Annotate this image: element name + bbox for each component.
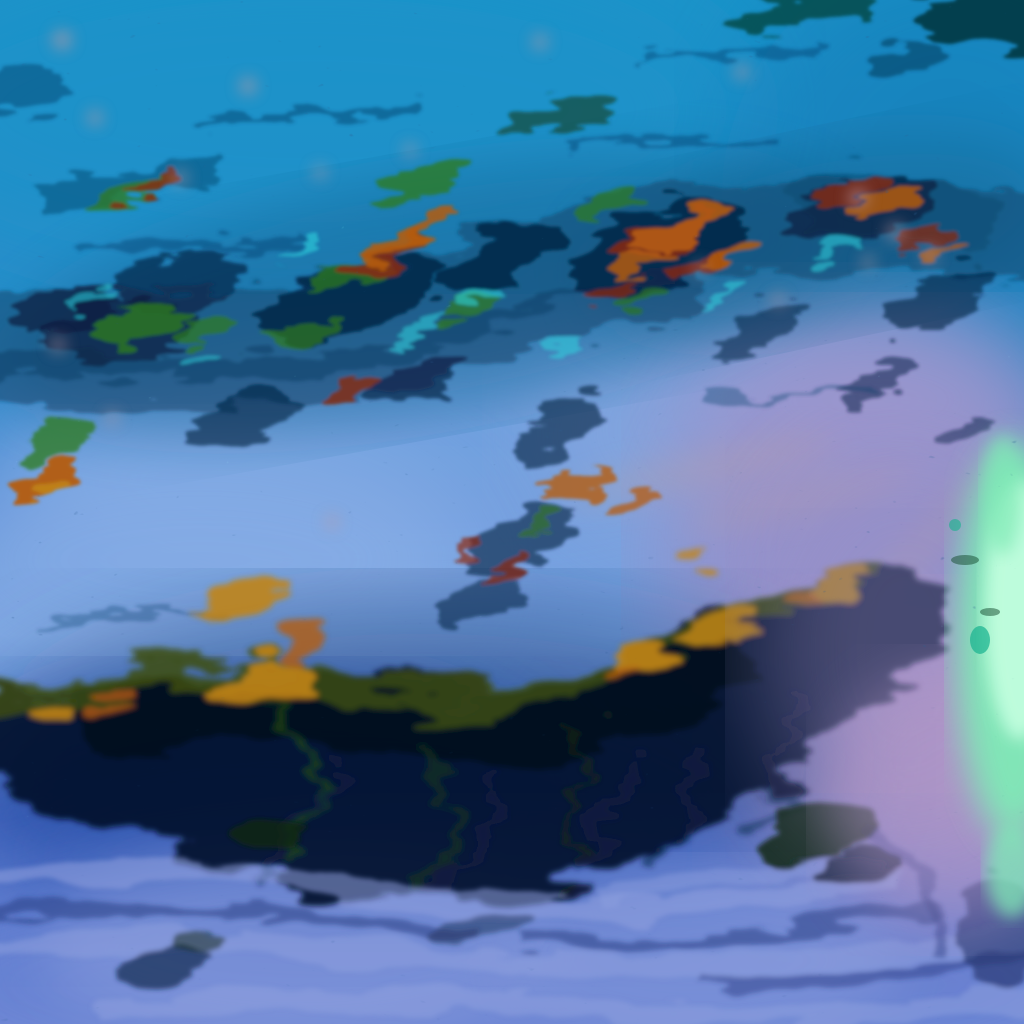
cyan-speckle-band xyxy=(0,150,1024,480)
pink-speckle-clearing xyxy=(0,490,420,680)
